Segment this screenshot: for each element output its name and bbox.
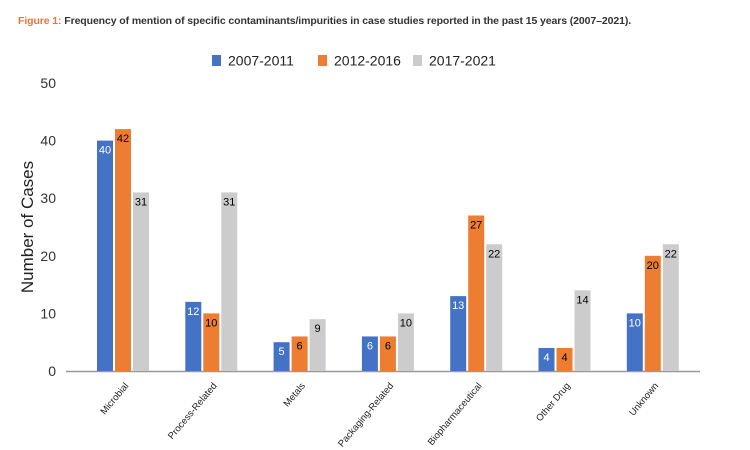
data-label: 31 bbox=[223, 196, 235, 208]
data-label: 10 bbox=[400, 317, 412, 329]
caption-lead: Figure 1: bbox=[18, 15, 62, 27]
data-label: 42 bbox=[117, 133, 129, 145]
y-tick-label: 50 bbox=[40, 75, 56, 91]
y-tick-label: 30 bbox=[40, 190, 56, 206]
x-tick-label: Process-Related bbox=[166, 381, 220, 442]
data-label: 22 bbox=[665, 248, 677, 260]
bar bbox=[556, 347, 573, 371]
bar bbox=[486, 244, 503, 371]
legend-swatch bbox=[318, 55, 327, 66]
data-label: 4 bbox=[543, 352, 549, 364]
data-label: 40 bbox=[99, 145, 111, 157]
bar bbox=[644, 255, 661, 371]
bar bbox=[115, 129, 131, 371]
x-tick-label: Packaging-Related bbox=[336, 381, 396, 450]
bar bbox=[397, 313, 414, 371]
bar bbox=[538, 347, 555, 371]
data-label: 31 bbox=[135, 196, 147, 208]
bar bbox=[133, 192, 149, 371]
caption-text: Frequency of mention of specific contami… bbox=[61, 15, 632, 27]
bar bbox=[273, 342, 290, 371]
data-label: 5 bbox=[279, 346, 285, 358]
bar bbox=[221, 192, 238, 371]
y-axis-label: Number of Cases bbox=[18, 161, 37, 293]
data-label: 27 bbox=[470, 219, 482, 231]
y-tick-label: 10 bbox=[40, 305, 56, 321]
data-label: 20 bbox=[647, 260, 659, 272]
data-label: 9 bbox=[315, 323, 321, 335]
bar bbox=[185, 301, 202, 371]
bar bbox=[203, 313, 220, 371]
data-label: 22 bbox=[488, 248, 500, 260]
y-tick-label: 0 bbox=[48, 363, 56, 379]
bar bbox=[291, 336, 308, 371]
data-label: 14 bbox=[576, 294, 588, 306]
data-label: 6 bbox=[385, 340, 391, 352]
data-label: 6 bbox=[367, 340, 373, 352]
data-label: 10 bbox=[205, 317, 217, 329]
data-label: 6 bbox=[297, 340, 303, 352]
legend-label: 2007-2011 bbox=[228, 53, 294, 69]
legend-swatch bbox=[413, 55, 422, 66]
y-tick-label: 40 bbox=[40, 133, 56, 149]
y-tick-label: 20 bbox=[40, 248, 56, 264]
x-tick-label: Unknown bbox=[627, 381, 661, 418]
bar bbox=[450, 296, 467, 371]
bar bbox=[662, 244, 679, 371]
bar bbox=[626, 313, 643, 371]
legend-label: 2012-2016 bbox=[334, 53, 401, 69]
bar bbox=[309, 319, 326, 371]
x-tick-label: Metals bbox=[281, 381, 308, 410]
x-tick-label: Biopharmaceutical bbox=[426, 381, 485, 448]
bar bbox=[97, 140, 113, 371]
figure-caption: Figure 1: Frequency of mention of specif… bbox=[18, 15, 631, 27]
legend-swatch bbox=[212, 55, 221, 66]
legend-label: 2017-2021 bbox=[429, 53, 496, 69]
x-tick-label: Other Drug bbox=[534, 381, 573, 424]
bar bbox=[574, 290, 591, 371]
bar bbox=[361, 336, 378, 371]
data-label: 4 bbox=[561, 352, 567, 364]
data-label: 10 bbox=[629, 317, 641, 329]
x-tick-label: Microbial bbox=[98, 381, 131, 417]
bar bbox=[468, 215, 485, 371]
data-label: 13 bbox=[452, 300, 464, 312]
bar bbox=[379, 336, 396, 371]
data-label: 12 bbox=[187, 306, 199, 318]
